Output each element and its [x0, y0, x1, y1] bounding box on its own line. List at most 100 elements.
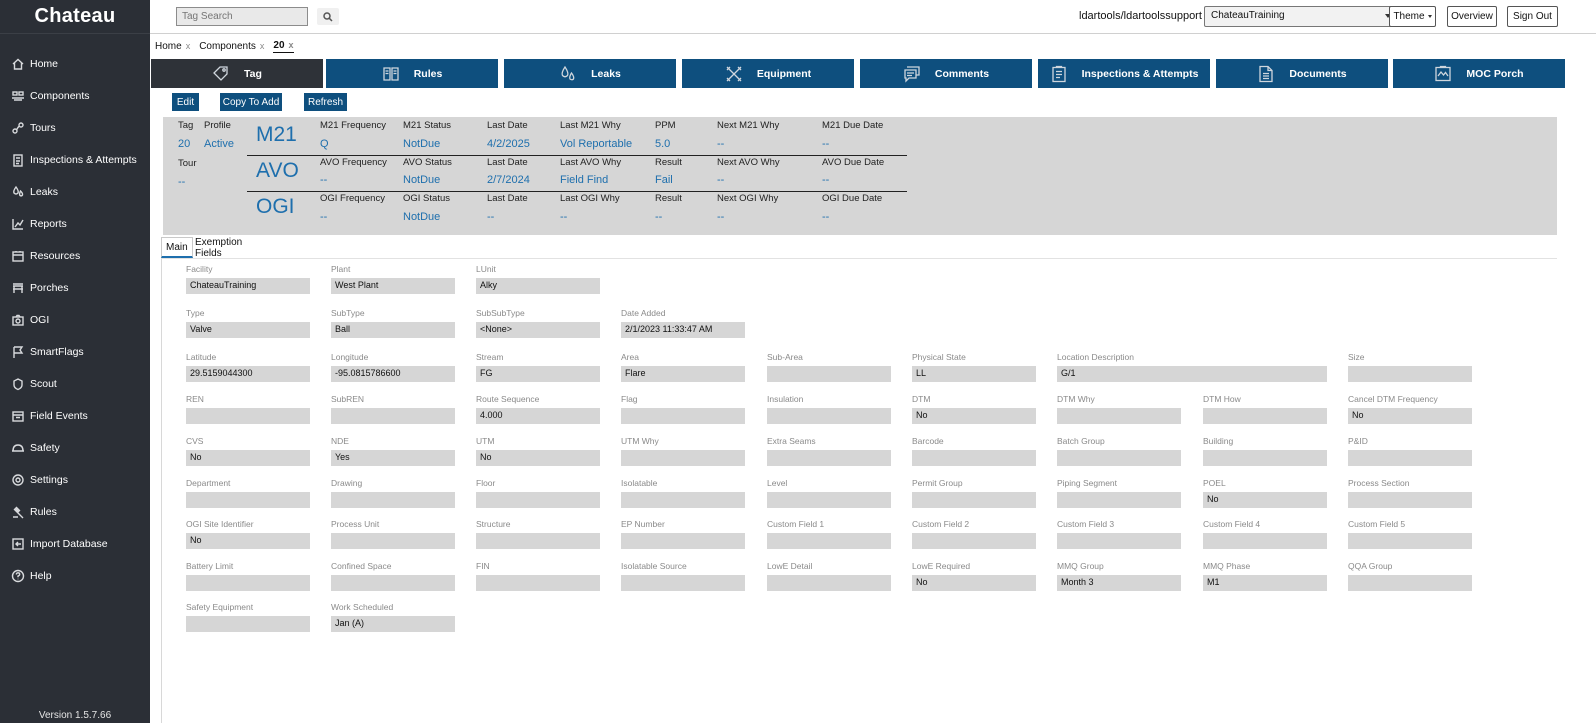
tab-main[interactable]: Main [161, 237, 193, 258]
site-select[interactable]: ChateauTraining [1204, 6, 1400, 27]
sidebar-item-ogi[interactable]: OGI [0, 304, 150, 336]
sidebar-item-smartflags[interactable]: SmartFlags [0, 336, 150, 368]
sidebar-item-settings[interactable]: Settings [0, 464, 150, 496]
tab-rules[interactable]: Rules [326, 59, 498, 88]
sidebar-item-porches[interactable]: Porches [0, 272, 150, 304]
plant-value[interactable]: West Plant [331, 278, 455, 294]
ep-number-value[interactable] [621, 533, 745, 549]
structure-value[interactable] [476, 533, 600, 549]
insulation-value[interactable] [767, 408, 891, 424]
close-icon[interactable]: x [259, 41, 265, 51]
location-description-value[interactable]: G/1 [1057, 366, 1327, 382]
breadcrumb-current[interactable]: 20 x [273, 40, 294, 53]
sign-out-button[interactable]: Sign Out [1507, 6, 1558, 27]
facility-value[interactable]: ChateauTraining [186, 278, 310, 294]
stream-value[interactable]: FG [476, 366, 600, 382]
type-value[interactable]: Valve [186, 322, 310, 338]
search-button[interactable] [317, 8, 339, 25]
tab-inspections[interactable]: Inspections & Attempts [1038, 59, 1210, 88]
isolatable-value[interactable] [621, 492, 745, 508]
sidebar-item-leaks[interactable]: Leaks [0, 176, 150, 208]
custom-field-2-value[interactable] [912, 533, 1036, 549]
breadcrumb-components[interactable]: Components x [199, 41, 264, 52]
sub-area-value[interactable] [767, 366, 891, 382]
sidebar-item-field-events[interactable]: Field Events [0, 400, 150, 432]
process-section-value[interactable] [1348, 492, 1472, 508]
theme-button[interactable]: Theme [1389, 6, 1436, 27]
custom-field-3-value[interactable] [1057, 533, 1181, 549]
battery-limit-value[interactable] [186, 575, 310, 591]
tab-documents[interactable]: Documents [1216, 59, 1388, 88]
sidebar-item-components[interactable]: Components [0, 80, 150, 112]
breadcrumb-home[interactable]: Home x [155, 41, 190, 52]
barcode-value[interactable] [912, 450, 1036, 466]
lowe-detail-value[interactable] [767, 575, 891, 591]
close-icon[interactable]: x [185, 41, 191, 51]
sidebar-item-help[interactable]: Help [0, 560, 150, 592]
close-icon[interactable]: x [288, 40, 294, 50]
size-value[interactable] [1348, 366, 1472, 382]
sidebar-item-scout[interactable]: Scout [0, 368, 150, 400]
sidebar-item-tours[interactable]: Tours [0, 112, 150, 144]
cancel-dtm-frequency-value[interactable]: No [1348, 408, 1472, 424]
isolatable-source-value[interactable] [621, 575, 745, 591]
drawing-value[interactable] [331, 492, 455, 508]
sidebar-item-safety[interactable]: Safety [0, 432, 150, 464]
batch-group-value[interactable] [1057, 450, 1181, 466]
ogi-site-identifier-value[interactable]: No [186, 533, 310, 549]
sidebar-item-inspections[interactable]: Inspections & Attempts [0, 144, 150, 176]
utm-value[interactable]: No [476, 450, 600, 466]
tab-leaks[interactable]: Leaks [504, 59, 676, 88]
tab-exemption-fields[interactable]: Exemption Fields [195, 236, 243, 259]
qqa-group-value[interactable] [1348, 575, 1472, 591]
process-unit-value[interactable] [331, 533, 455, 549]
lunit-value[interactable]: Alky [476, 278, 600, 294]
subren-value[interactable] [331, 408, 455, 424]
nde-value[interactable]: Yes [331, 450, 455, 466]
overview-button[interactable]: Overview [1447, 6, 1497, 27]
tag-search-input[interactable] [176, 7, 308, 26]
tab-tag[interactable]: Tag [151, 59, 323, 88]
subtype-value[interactable]: Ball [331, 322, 455, 338]
route-sequence-value[interactable]: 4.000 [476, 408, 600, 424]
utm-why-value[interactable] [621, 450, 745, 466]
dtm-how-value[interactable] [1203, 408, 1327, 424]
floor-value[interactable] [476, 492, 600, 508]
date-added-value[interactable]: 2/1/2023 11:33:47 AM [621, 322, 745, 338]
copy-to-add-button[interactable]: Copy To Add [220, 93, 282, 111]
longitude-value[interactable]: -95.0815786600 [331, 366, 455, 382]
subsubtype-value[interactable]: <None> [476, 322, 600, 338]
sidebar-item-reports[interactable]: Reports [0, 208, 150, 240]
extra-seams-value[interactable] [767, 450, 891, 466]
sidebar-item-resources[interactable]: Resources [0, 240, 150, 272]
ren-value[interactable] [186, 408, 310, 424]
refresh-button[interactable]: Refresh [304, 93, 347, 111]
work-scheduled-value[interactable]: Jan (A) [331, 616, 455, 632]
lowe-required-value[interactable]: No [912, 575, 1036, 591]
permit-group-value[interactable] [912, 492, 1036, 508]
tab-moc-porch[interactable]: MOC Porch [1393, 59, 1565, 88]
piping-segment-value[interactable] [1057, 492, 1181, 508]
dtm-why-value[interactable] [1057, 408, 1181, 424]
sidebar-item-rules[interactable]: Rules [0, 496, 150, 528]
mmq-group-value[interactable]: Month 3 [1057, 575, 1181, 591]
edit-button[interactable]: Edit [172, 93, 199, 111]
level-value[interactable] [767, 492, 891, 508]
cvs-value[interactable]: No [186, 450, 310, 466]
flag-value[interactable] [621, 408, 745, 424]
latitude-value[interactable]: 29.5159044300 [186, 366, 310, 382]
sidebar-item-import-database[interactable]: Import Database [0, 528, 150, 560]
area-value[interactable]: Flare [621, 366, 745, 382]
custom-field-1-value[interactable] [767, 533, 891, 549]
dtm-value[interactable]: No [912, 408, 1036, 424]
building-value[interactable] [1203, 450, 1327, 466]
fin-value[interactable] [476, 575, 600, 591]
poel-value[interactable]: No [1203, 492, 1327, 508]
pid-value[interactable] [1348, 450, 1472, 466]
tab-equipment[interactable]: Equipment [682, 59, 854, 88]
safety-equipment-value[interactable] [186, 616, 310, 632]
confined-space-value[interactable] [331, 575, 455, 591]
mmq-phase-value[interactable]: M1 [1203, 575, 1327, 591]
custom-field-5-value[interactable] [1348, 533, 1472, 549]
tab-comments[interactable]: Comments [860, 59, 1032, 88]
